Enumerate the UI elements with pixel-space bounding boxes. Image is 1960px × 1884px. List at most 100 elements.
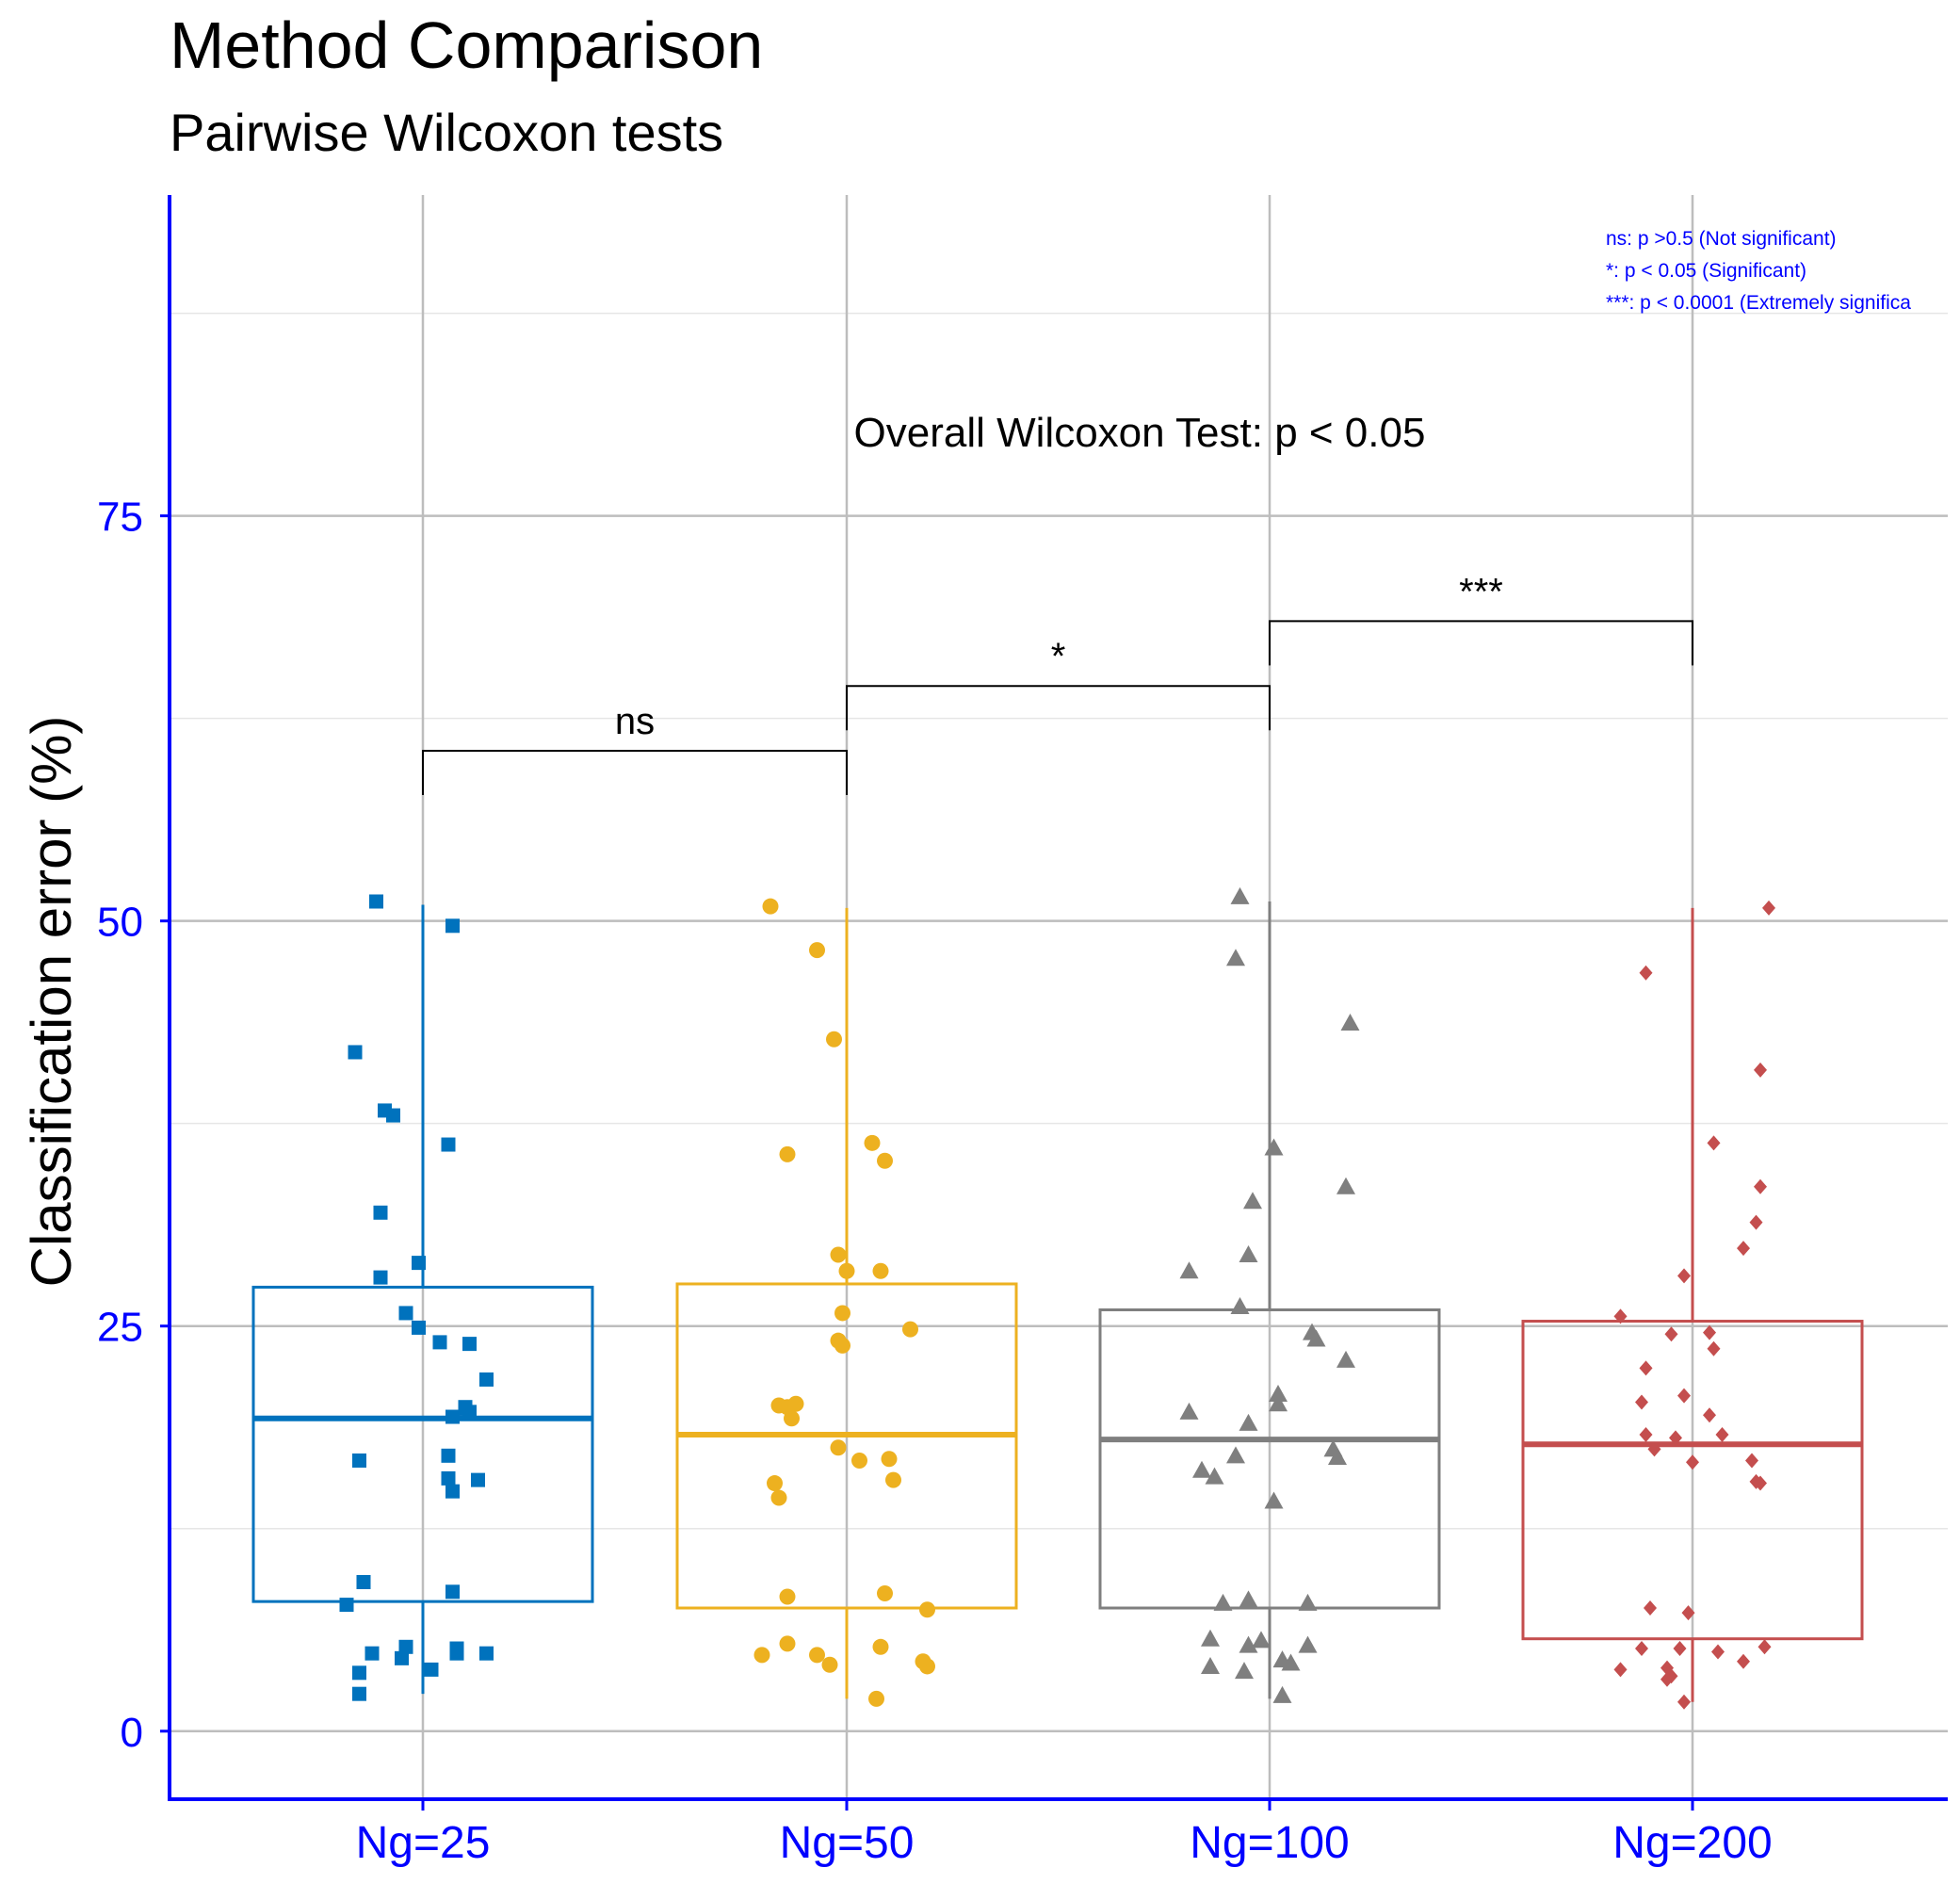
point-Ng=50-27 [753, 1647, 770, 1664]
point-Ng=50-19 [881, 1451, 898, 1468]
point-Ng=25-10 [412, 1320, 426, 1335]
point-Ng=50-28 [809, 1647, 825, 1664]
point-Ng=200-27 [1758, 1639, 1772, 1655]
annotations: Overall Wilcoxon Test: p < 0.05 ns: p >0… [422, 228, 1911, 796]
point-Ng=25-0 [369, 894, 383, 909]
point-Ng=50-23 [779, 1588, 796, 1605]
x-tick-label-Ng=25: Ng=25 [356, 1818, 491, 1868]
point-Ng=100-7 [1239, 1245, 1258, 1263]
point-Ng=200-23 [1754, 1475, 1767, 1491]
box-layer [251, 901, 1864, 1702]
point-Ng=50-8 [872, 1262, 889, 1279]
point-Ng=100-20 [1264, 1491, 1284, 1509]
legend-note-triple-star: ***: p < 0.0001 (Extremely significa [1606, 292, 1911, 314]
point-Ng=50-5 [877, 1152, 893, 1169]
point-Ng=50-0 [762, 898, 779, 915]
point-Ng=100-1 [1226, 949, 1245, 966]
point-Ng=100-10 [1306, 1329, 1326, 1347]
point-Ng=100-15 [1269, 1394, 1288, 1412]
point-Ng=25-34 [352, 1686, 366, 1701]
point-Ng=50-29 [872, 1638, 889, 1655]
point-Ng=200-20 [1686, 1454, 1699, 1470]
y-tick-label-25: 25 [97, 1305, 143, 1351]
point-Ng=100-28 [1239, 1635, 1258, 1653]
point-Ng=50-32 [821, 1656, 838, 1673]
comparison-bracket-2 [1269, 620, 1693, 666]
point-Ng=200-2 [1754, 1062, 1767, 1078]
point-Ng=100-33 [1272, 1685, 1292, 1703]
point-Ng=50-20 [885, 1471, 901, 1488]
point-Ng=200-31 [1737, 1653, 1750, 1669]
point-Ng=100-6 [1243, 1192, 1262, 1210]
point-Ng=200-8 [1613, 1308, 1628, 1324]
y-tick-label-75: 75 [97, 495, 143, 541]
point-Ng=25-2 [348, 1045, 363, 1060]
point-Ng=200-30 [1613, 1662, 1628, 1678]
point-Ng=200-11 [1703, 1324, 1716, 1340]
point-Ng=200-35 [1677, 1694, 1691, 1710]
point-Ng=200-18 [1639, 1426, 1653, 1442]
point-Ng=200-17 [1669, 1430, 1682, 1446]
point-Ng=50-16 [784, 1410, 800, 1427]
point-Ng=25-4 [441, 1137, 456, 1152]
point-Ng=25-8 [373, 1270, 388, 1285]
point-Ng=50-17 [830, 1439, 847, 1456]
point-Ng=100-5 [1179, 1261, 1199, 1279]
point-Ng=25-17 [462, 1405, 477, 1420]
point-Ng=25-26 [364, 1646, 380, 1661]
point-Ng=50-31 [919, 1658, 935, 1675]
legend-note-single-star: *: p < 0.05 (Significant) [1606, 260, 1806, 282]
point-Ng=25-19 [352, 1453, 366, 1468]
point-Ng=25-21 [445, 1484, 460, 1499]
point-Ng=50-33 [868, 1690, 884, 1707]
point-Ng=50-4 [864, 1134, 881, 1151]
jitter-points [339, 886, 1775, 1710]
point-Ng=25-5 [386, 1108, 400, 1123]
point-Ng=25-32 [352, 1665, 366, 1681]
point-Ng=50-9 [834, 1305, 850, 1322]
point-Ng=25-11 [432, 1335, 447, 1350]
point-Ng=200-3 [1707, 1135, 1721, 1151]
point-Ng=100-26 [1252, 1631, 1271, 1648]
point-Ng=100-31 [1235, 1662, 1254, 1680]
point-Ng=25-33 [395, 1650, 409, 1665]
point-Ng=100-32 [1272, 1650, 1292, 1668]
overall-test-label: Overall Wilcoxon Test: p < 0.05 [854, 410, 1426, 456]
point-Ng=25-1 [445, 918, 460, 934]
point-Ng=50-26 [779, 1635, 796, 1652]
point-Ng=200-29 [1711, 1644, 1725, 1660]
point-Ng=100-12 [1269, 1384, 1288, 1402]
point-Ng=200-1 [1639, 965, 1653, 981]
point-Ng=100-13 [1179, 1402, 1199, 1420]
point-Ng=200-14 [1677, 1388, 1691, 1404]
point-Ng=50-18 [851, 1452, 867, 1469]
point-Ng=25-20 [441, 1448, 456, 1463]
point-Ng=200-19 [1647, 1441, 1661, 1457]
point-Ng=100-18 [1328, 1448, 1347, 1466]
point-Ng=50-22 [770, 1489, 787, 1506]
comparison-bracket-1 [846, 685, 1271, 731]
y-tick-label-50: 50 [97, 900, 143, 946]
box-Ng=50 [675, 1282, 1018, 1610]
point-Ng=50-6 [830, 1246, 847, 1263]
point-Ng=50-24 [877, 1585, 893, 1602]
point-Ng=200-28 [1673, 1641, 1687, 1657]
point-Ng=50-25 [919, 1601, 935, 1618]
point-Ng=100-8 [1230, 1297, 1250, 1315]
y-axis-title: Classification error (%) [20, 716, 83, 1288]
point-Ng=200-12 [1639, 1360, 1653, 1376]
point-Ng=100-30 [1201, 1656, 1220, 1674]
point-Ng=50-12 [834, 1337, 850, 1354]
point-Ng=100-25 [1298, 1635, 1318, 1653]
point-Ng=100-21 [1192, 1460, 1211, 1478]
point-Ng=100-19 [1205, 1467, 1224, 1485]
comparison-label-2: *** [1459, 571, 1503, 612]
point-Ng=200-9 [1664, 1326, 1678, 1342]
point-Ng=25-25 [339, 1598, 354, 1613]
point-Ng=25-29 [398, 1639, 413, 1654]
point-Ng=200-4 [1754, 1178, 1767, 1194]
point-Ng=50-2 [826, 1031, 842, 1048]
point-Ng=50-21 [767, 1475, 783, 1492]
point-Ng=50-1 [809, 942, 825, 959]
point-Ng=200-15 [1703, 1407, 1716, 1423]
